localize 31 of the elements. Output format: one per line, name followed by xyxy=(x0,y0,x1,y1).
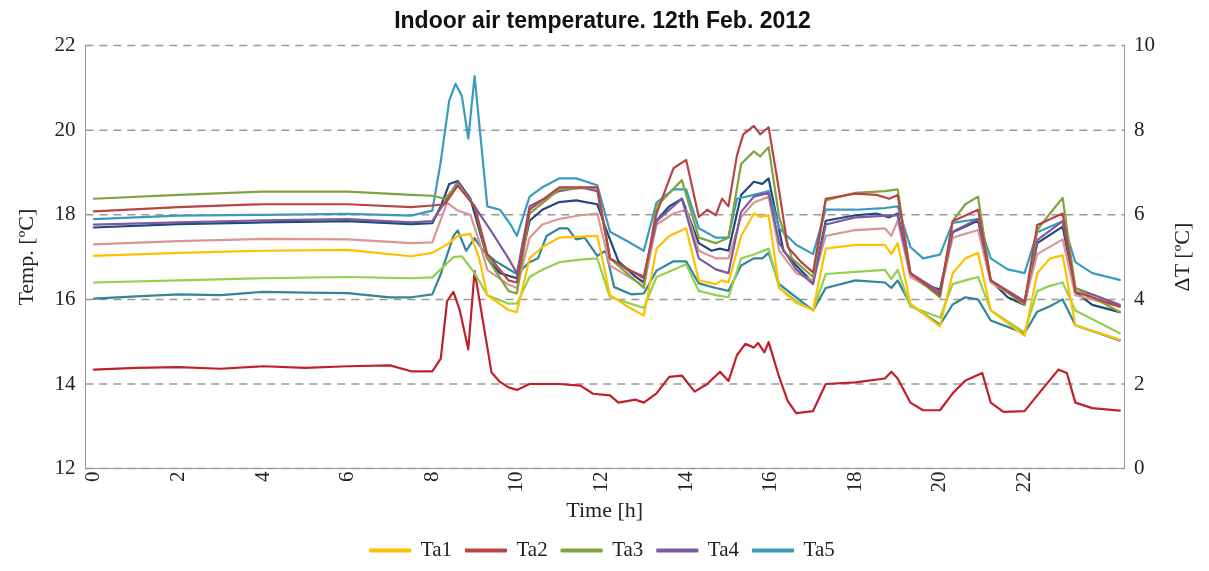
y2-tick-label: 8 xyxy=(1134,116,1145,141)
legend-label: Ta3 xyxy=(612,537,644,562)
x-tick-label: 6 xyxy=(334,471,359,483)
y-tick-label: 14 xyxy=(54,370,76,395)
y-tick-label: 22 xyxy=(54,32,76,57)
legend-label: Ta5 xyxy=(803,537,835,562)
y2-tick-label: 6 xyxy=(1134,201,1145,226)
x-tick-label: 10 xyxy=(503,471,528,493)
y2-tick-label: 2 xyxy=(1134,370,1145,395)
chart-title: Indoor air temperature. 12th Feb. 2012 xyxy=(394,7,811,34)
y-axis-title: Temp. [ºC] xyxy=(12,208,38,306)
x-tick-label: 12 xyxy=(588,471,613,493)
x-tick-label: 20 xyxy=(926,471,951,493)
x-tick-label: 2 xyxy=(164,471,189,483)
y-tick-label: 16 xyxy=(54,285,76,310)
legend-label: Ta2 xyxy=(516,537,548,562)
y2-tick-label: 4 xyxy=(1134,285,1145,310)
x-tick-label: 16 xyxy=(757,471,782,493)
y-tick-label: 20 xyxy=(54,116,76,141)
y-tick-label: 18 xyxy=(54,201,76,226)
x-tick-label: 18 xyxy=(841,471,866,493)
x-axis-title: Time [h] xyxy=(566,496,644,522)
x-tick-label: 0 xyxy=(80,471,105,483)
legend-label: Ta4 xyxy=(707,537,740,562)
x-tick-label: 8 xyxy=(418,471,443,483)
x-tick-label: 4 xyxy=(249,471,274,483)
x-tick-label: 14 xyxy=(672,471,697,493)
legend-label: Ta1 xyxy=(420,537,452,562)
y2-tick-label: 10 xyxy=(1134,32,1155,57)
x-tick-label: 22 xyxy=(1011,471,1036,493)
y2-axis-title: ΔT [ºC] xyxy=(1168,222,1194,292)
